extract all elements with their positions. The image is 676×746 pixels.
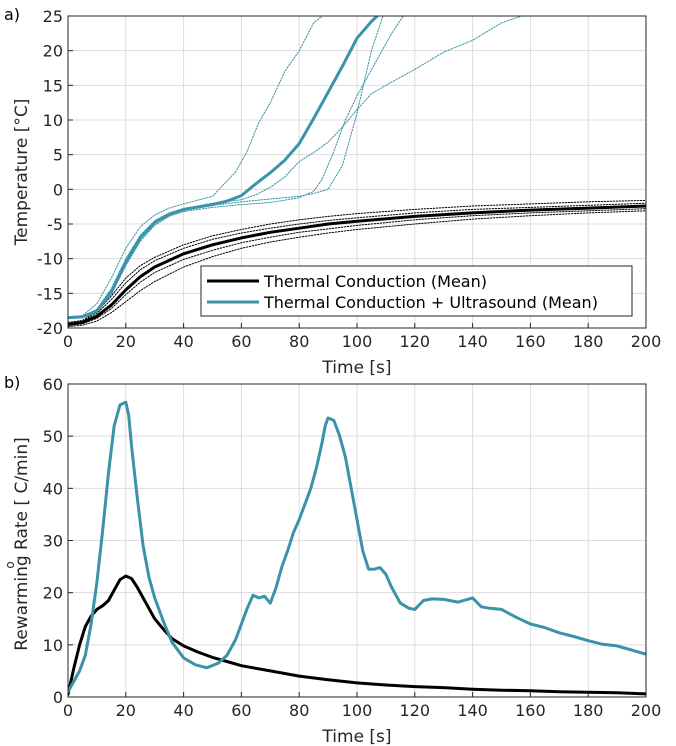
panel-b-x-tick-label: 160: [515, 701, 546, 720]
panel-b-lines: [68, 400, 646, 696]
panel-a-temperature-chart: a) 0 20 40 60 80 100 120 140 160 180 200 -20-15-10…: [4, 5, 661, 378]
conduction-individual-line: [68, 210, 646, 328]
panel-b-x-tick-label: 100: [342, 701, 373, 720]
conduction-individual-line: [68, 208, 646, 326]
panel-a-legend: Thermal Conduction (Mean) Thermal Conduc…: [200, 265, 633, 317]
panel-a-y-ticks: -20 -15 -10 -5 0 5 10 15 20 25: [37, 7, 73, 338]
panel-a-y-tick-label: -10: [37, 250, 63, 269]
conduction-rate-line: [68, 574, 646, 696]
panel-a-y-tick-label: 20: [43, 42, 63, 61]
panel-a-x-tick-label: 80: [289, 332, 309, 351]
panel-b-x-tick-label: 40: [173, 701, 193, 720]
panel-a-lines: [68, 16, 646, 328]
ultrasound-mean-line: [68, 16, 379, 320]
panel-a-x-tick-label: 20: [116, 332, 136, 351]
panel-b-y-tick-label: 40: [43, 479, 63, 498]
panel-b-x-tick-label: 140: [457, 701, 488, 720]
panel-a-x-tick-label: 0: [63, 332, 73, 351]
panel-a-y-tick-label: 5: [53, 146, 63, 165]
legend-ultrasound-label: Thermal Conduction + Ultrasound (Mean): [263, 293, 598, 312]
panel-a-x-tick-label: 120: [400, 332, 431, 351]
panel-b-x-tick-label: 80: [289, 701, 309, 720]
panel-b-grid: [67, 383, 647, 698]
conduction-individual-line: [68, 202, 646, 324]
panel-a-x-ticks: 0 20 40 60 80 100 120 140 160 180 200: [63, 323, 661, 351]
panel-a-x-tick-label: 40: [173, 332, 193, 351]
panel-b-y-tick-label: 20: [43, 584, 63, 603]
ultrasound-individual-line: [68, 16, 323, 318]
panel-b-x-tick-label: 120: [400, 701, 431, 720]
legend-conduction-label: Thermal Conduction (Mean): [263, 272, 487, 291]
panel-a-y-tick-label: -5: [47, 215, 63, 234]
panel-b-x-tick-label: 0: [63, 701, 73, 720]
panel-b-x-tick-label: 20: [116, 701, 136, 720]
panel-b-x-axis-label: Time [s]: [321, 727, 391, 746]
panel-a-x-tick-label: 60: [231, 332, 251, 351]
panel-b-label: b): [4, 373, 20, 392]
panel-a-x-tick-label: 160: [515, 332, 546, 351]
panel-a-y-tick-label: 0: [53, 180, 63, 199]
panel-a-x-tick-label: 140: [457, 332, 488, 351]
conduction-mean-line: [68, 204, 646, 326]
panel-a-y-tick-label: 25: [43, 7, 63, 26]
panel-b-y-axis-label: Rewarming Rate [ C/min]: [12, 437, 32, 650]
panel-a-label: a): [4, 5, 20, 24]
conduction-individual-line: [68, 199, 646, 323]
panel-b-y-tick-label: 0: [53, 688, 63, 707]
panel-b-x-tick-label: 180: [573, 701, 604, 720]
panel-a-y-tick-label: 15: [43, 76, 63, 95]
ultrasound-individual-line: [68, 16, 523, 319]
panel-b-rewarming-chart: b) 0 20 40 60 80 100 120 140 160 180 200 0 10 20 30 40…: [3, 373, 661, 746]
panel-b-y-ticks: 0 10 20 30 40 50 60: [43, 375, 73, 707]
panel-a-y-tick-label: -15: [37, 284, 63, 303]
panel-b-y-tick-label: 50: [43, 427, 63, 446]
panel-a-y-tick-label: 10: [43, 111, 63, 130]
panel-a-x-tick-label: 100: [342, 332, 373, 351]
panel-a-x-axis-label: Time [s]: [321, 358, 391, 378]
panel-b-x-tick-label: 60: [231, 701, 251, 720]
panel-b-y-tick-label: 60: [43, 375, 63, 394]
panel-a-x-tick-label: 200: [631, 332, 662, 351]
panel-a-x-tick-label: 180: [573, 332, 604, 351]
legend-box: [200, 265, 633, 317]
panel-b-y-tick-label: 30: [43, 532, 63, 551]
panel-b-y-axis-degree-mark: o: [3, 561, 17, 568]
panel-b-y-tick-label: 10: [43, 636, 63, 655]
panel-a-y-axis-label: Temperature [°C]: [12, 99, 32, 247]
ultrasound-rate-line: [68, 400, 646, 694]
panel-b-x-tick-label: 200: [631, 701, 662, 720]
panel-b-x-ticks: 0 20 40 60 80 100 120 140 160 180 200: [63, 692, 661, 720]
panel-a-y-tick-label: -20: [37, 319, 63, 338]
